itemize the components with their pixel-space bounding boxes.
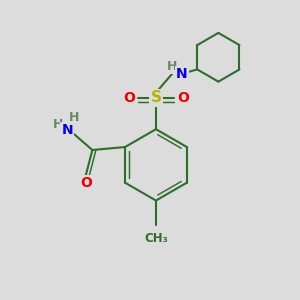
Text: H: H (69, 111, 80, 124)
Text: H: H (167, 60, 178, 73)
Text: S: S (150, 91, 161, 106)
Text: O: O (80, 176, 92, 190)
Text: H: H (53, 118, 63, 131)
Text: O: O (177, 91, 189, 105)
Text: N: N (176, 67, 188, 81)
Text: O: O (123, 91, 135, 105)
Text: CH₃: CH₃ (144, 232, 168, 245)
Text: N: N (61, 123, 73, 137)
